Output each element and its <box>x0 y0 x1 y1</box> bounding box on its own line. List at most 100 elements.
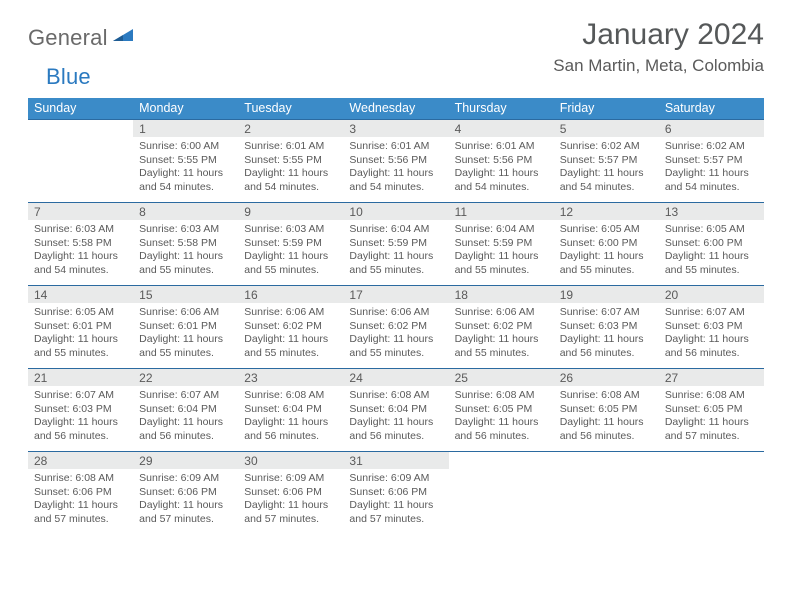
day-line: Daylight: 11 hours and 54 minutes. <box>349 167 442 194</box>
day-number: 30 <box>238 452 343 469</box>
day-number: 27 <box>659 369 764 386</box>
day-number <box>449 452 554 469</box>
day-line: Daylight: 11 hours and 56 minutes. <box>455 416 548 443</box>
day-line: Daylight: 11 hours and 57 minutes. <box>665 416 758 443</box>
day-line: Daylight: 11 hours and 55 minutes. <box>560 250 653 277</box>
day-number: 9 <box>238 203 343 220</box>
day-cell: Sunrise: 6:02 AMSunset: 5:57 PMDaylight:… <box>659 137 764 202</box>
day-cell: Sunrise: 6:06 AMSunset: 6:02 PMDaylight:… <box>343 303 448 368</box>
daynum-row: 28293031 <box>28 452 764 470</box>
day-line: Sunset: 6:02 PM <box>349 320 442 334</box>
day-number <box>659 452 764 469</box>
day-line: Sunrise: 6:00 AM <box>139 140 232 154</box>
day-line: Daylight: 11 hours and 55 minutes. <box>244 250 337 277</box>
day-number: 19 <box>554 286 659 303</box>
logo: General <box>28 18 136 51</box>
day-number: 15 <box>133 286 238 303</box>
day-line: Sunrise: 6:08 AM <box>665 389 758 403</box>
daynum-row: 123456 <box>28 120 764 138</box>
day-line: Sunrise: 6:07 AM <box>34 389 127 403</box>
day-header: Thursday <box>449 98 554 120</box>
day-cell: Sunrise: 6:08 AMSunset: 6:05 PMDaylight:… <box>449 386 554 451</box>
calendar-body: 123456Sunrise: 6:00 AMSunset: 5:55 PMDay… <box>28 120 764 535</box>
day-header: Saturday <box>659 98 764 120</box>
month-title: January 2024 <box>553 18 764 52</box>
day-line: Daylight: 11 hours and 57 minutes. <box>34 499 127 526</box>
day-line: Daylight: 11 hours and 55 minutes. <box>349 333 442 360</box>
day-cell <box>554 469 659 534</box>
day-number: 20 <box>659 286 764 303</box>
day-number: 29 <box>133 452 238 469</box>
day-line: Sunrise: 6:04 AM <box>455 223 548 237</box>
day-line: Sunset: 6:05 PM <box>560 403 653 417</box>
logo-text-part1: General <box>28 25 108 51</box>
day-cell <box>28 137 133 202</box>
day-line: Sunrise: 6:03 AM <box>244 223 337 237</box>
day-line: Sunset: 6:05 PM <box>665 403 758 417</box>
day-cell: Sunrise: 6:05 AMSunset: 6:01 PMDaylight:… <box>28 303 133 368</box>
day-line: Sunset: 6:06 PM <box>34 486 127 500</box>
day-line: Sunrise: 6:01 AM <box>349 140 442 154</box>
day-line: Daylight: 11 hours and 54 minutes. <box>34 250 127 277</box>
day-line: Daylight: 11 hours and 56 minutes. <box>560 416 653 443</box>
day-number: 4 <box>449 120 554 137</box>
day-cell: Sunrise: 6:09 AMSunset: 6:06 PMDaylight:… <box>133 469 238 534</box>
day-line: Sunrise: 6:08 AM <box>455 389 548 403</box>
day-line: Sunrise: 6:08 AM <box>349 389 442 403</box>
day-cell: Sunrise: 6:03 AMSunset: 5:59 PMDaylight:… <box>238 220 343 285</box>
day-line: Sunset: 5:58 PM <box>139 237 232 251</box>
day-line: Daylight: 11 hours and 56 minutes. <box>34 416 127 443</box>
day-line: Sunrise: 6:05 AM <box>34 306 127 320</box>
day-line: Sunset: 6:03 PM <box>560 320 653 334</box>
day-cell <box>449 469 554 534</box>
day-line: Daylight: 11 hours and 57 minutes. <box>244 499 337 526</box>
content-row: Sunrise: 6:07 AMSunset: 6:03 PMDaylight:… <box>28 386 764 452</box>
day-line: Daylight: 11 hours and 55 minutes. <box>455 333 548 360</box>
day-line: Daylight: 11 hours and 57 minutes. <box>139 499 232 526</box>
day-cell: Sunrise: 6:03 AMSunset: 5:58 PMDaylight:… <box>133 220 238 285</box>
day-header: Sunday <box>28 98 133 120</box>
day-line: Sunset: 6:06 PM <box>139 486 232 500</box>
day-cell: Sunrise: 6:00 AMSunset: 5:55 PMDaylight:… <box>133 137 238 202</box>
day-line: Daylight: 11 hours and 55 minutes. <box>244 333 337 360</box>
day-line: Sunset: 6:03 PM <box>34 403 127 417</box>
day-number: 26 <box>554 369 659 386</box>
day-number: 24 <box>343 369 448 386</box>
day-line: Sunset: 5:55 PM <box>139 154 232 168</box>
day-number: 1 <box>133 120 238 137</box>
day-line: Sunrise: 6:01 AM <box>455 140 548 154</box>
day-line: Daylight: 11 hours and 54 minutes. <box>244 167 337 194</box>
day-line: Sunset: 5:56 PM <box>349 154 442 168</box>
day-cell: Sunrise: 6:09 AMSunset: 6:06 PMDaylight:… <box>238 469 343 534</box>
day-cell: Sunrise: 6:08 AMSunset: 6:05 PMDaylight:… <box>554 386 659 451</box>
calendar-table: SundayMondayTuesdayWednesdayThursdayFrid… <box>28 98 764 534</box>
day-line: Sunset: 5:57 PM <box>665 154 758 168</box>
day-cell: Sunrise: 6:08 AMSunset: 6:06 PMDaylight:… <box>28 469 133 534</box>
day-header: Friday <box>554 98 659 120</box>
day-line: Daylight: 11 hours and 55 minutes. <box>34 333 127 360</box>
day-line: Daylight: 11 hours and 54 minutes. <box>560 167 653 194</box>
day-number: 14 <box>28 286 133 303</box>
day-line: Sunset: 6:06 PM <box>349 486 442 500</box>
day-line: Daylight: 11 hours and 55 minutes. <box>139 250 232 277</box>
day-number: 13 <box>659 203 764 220</box>
day-line: Sunset: 6:05 PM <box>455 403 548 417</box>
content-row: Sunrise: 6:03 AMSunset: 5:58 PMDaylight:… <box>28 220 764 286</box>
day-line: Sunrise: 6:05 AM <box>665 223 758 237</box>
day-line: Sunrise: 6:01 AM <box>244 140 337 154</box>
content-row: Sunrise: 6:05 AMSunset: 6:01 PMDaylight:… <box>28 303 764 369</box>
day-line: Daylight: 11 hours and 55 minutes. <box>139 333 232 360</box>
location-text: San Martin, Meta, Colombia <box>553 56 764 76</box>
daynum-row: 78910111213 <box>28 203 764 221</box>
day-cell: Sunrise: 6:05 AMSunset: 6:00 PMDaylight:… <box>554 220 659 285</box>
day-line: Sunset: 5:59 PM <box>455 237 548 251</box>
day-line: Sunrise: 6:08 AM <box>244 389 337 403</box>
day-number: 25 <box>449 369 554 386</box>
day-cell: Sunrise: 6:07 AMSunset: 6:03 PMDaylight:… <box>554 303 659 368</box>
day-line: Daylight: 11 hours and 54 minutes. <box>455 167 548 194</box>
day-line: Sunrise: 6:03 AM <box>34 223 127 237</box>
day-line: Sunrise: 6:06 AM <box>244 306 337 320</box>
day-line: Sunset: 5:57 PM <box>560 154 653 168</box>
day-line: Sunset: 6:00 PM <box>665 237 758 251</box>
day-line: Sunrise: 6:07 AM <box>665 306 758 320</box>
